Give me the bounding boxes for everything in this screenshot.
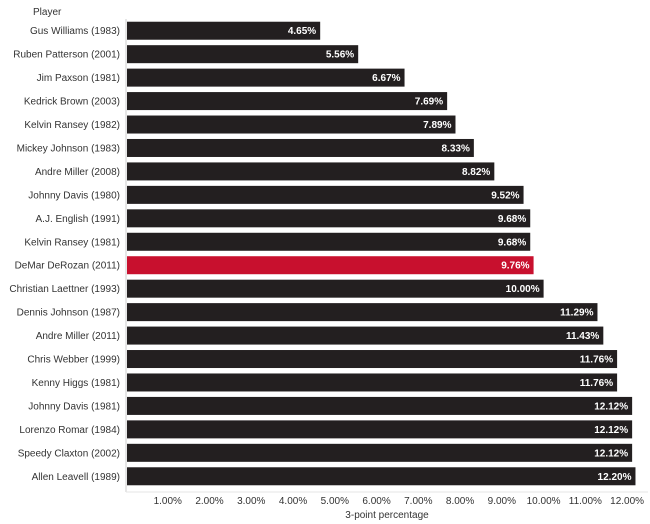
bar — [127, 326, 604, 345]
bar — [127, 209, 531, 228]
x-tick-labels: 1.00% 2.00% 3.00% 4.00% 5.00% 6.00% 7.00% 8.00%… — [154, 496, 645, 507]
x-tick-label: 1.00% — [154, 496, 182, 507]
bar — [127, 373, 618, 392]
data-label: 7.69% — [415, 97, 443, 108]
x-tick-label: 5.00% — [321, 496, 349, 507]
bar-row: Ruben Patterson (2001) 5.56% — [13, 45, 359, 64]
data-label: 5.56% — [326, 50, 354, 61]
data-label: 11.76% — [580, 355, 613, 366]
data-label: 9.68% — [498, 214, 526, 225]
bar — [127, 303, 598, 322]
bar-row: A.J. English (1991) 9.68% — [36, 209, 531, 228]
bar — [127, 396, 633, 415]
data-label: 11.43% — [566, 331, 599, 342]
data-label: 12.12% — [594, 425, 628, 436]
bar-row: Jim Paxson (1981) 6.67% — [37, 68, 405, 87]
category-label: Speedy Claxton (2002) — [18, 448, 120, 459]
data-label: 11.29% — [560, 308, 593, 319]
bar-row: Mickey Johnson (1983) 8.33% — [17, 138, 474, 157]
category-label: Jim Paxson (1981) — [37, 73, 120, 84]
category-label: Johnny Davis (1980) — [28, 190, 120, 201]
highlighted-bar — [127, 256, 534, 275]
x-tick-label: 10.00% — [527, 496, 561, 507]
bar — [127, 45, 359, 64]
category-label: Allen Leavell (1989) — [32, 472, 120, 483]
bar-row: Andre Miller (2011) 11.43% — [36, 326, 604, 345]
category-label: Andre Miller (2008) — [35, 167, 120, 178]
bar-row: Andre Miller (2008) 8.82% — [35, 162, 495, 181]
category-label: A.J. English (1991) — [36, 214, 121, 225]
data-label: 12.12% — [594, 401, 628, 412]
x-tick-label: 11.00% — [569, 496, 602, 507]
category-label: Kenny Higgs (1981) — [32, 378, 120, 389]
bar — [127, 92, 448, 111]
bar — [127, 21, 321, 40]
x-tick-label: 8.00% — [446, 496, 474, 507]
bar-row: Kenny Higgs (1981) 11.76% — [32, 373, 618, 392]
bar-row: Speedy Claxton (2002) 12.12% — [18, 443, 633, 462]
x-tick-label: 7.00% — [404, 496, 432, 507]
bar — [127, 115, 456, 134]
bar-row: Christian Laettner (1993) 10.00% — [9, 279, 544, 298]
category-label: Chris Webber (1999) — [27, 355, 120, 366]
category-label: Dennis Johnson (1987) — [17, 308, 120, 319]
bar — [127, 68, 405, 87]
bar — [127, 185, 524, 204]
bar-row: Johnny Davis (1980) 9.52% — [28, 185, 524, 204]
data-label: 10.00% — [506, 284, 540, 295]
x-tick-label: 9.00% — [488, 496, 516, 507]
bar — [127, 162, 495, 181]
category-label: Kedrick Brown (2003) — [24, 97, 120, 108]
row-header-label: Player — [33, 7, 62, 18]
bar-row: Gus Williams (1983) 4.65% — [30, 21, 321, 40]
category-label: Lorenzo Romar (1984) — [19, 425, 120, 436]
category-label: Mickey Johnson (1983) — [17, 143, 120, 154]
x-tick-label: 4.00% — [279, 496, 307, 507]
data-label: 11.76% — [580, 378, 613, 389]
bar — [127, 420, 633, 439]
bar-row: Johnny Davis (1981) 12.12% — [28, 396, 633, 415]
bar — [127, 232, 531, 251]
bar-rows: Gus Williams (1983) 4.65% Ruben Patterson … — [9, 21, 636, 486]
bar-row: Chris Webber (1999) 11.76% — [27, 350, 618, 369]
category-label: DeMar DeRozan (2011) — [15, 261, 120, 272]
bar — [127, 279, 544, 298]
data-label: 8.82% — [462, 167, 490, 178]
data-label: 7.89% — [423, 120, 451, 131]
bar — [127, 467, 636, 486]
x-axis-title: 3-point percentage — [345, 510, 429, 521]
category-label: Gus Williams (1983) — [30, 26, 120, 37]
data-label: 4.65% — [288, 26, 316, 37]
category-label: Kelvin Ransey (1981) — [24, 237, 120, 248]
category-label: Andre Miller (2011) — [36, 331, 120, 342]
bar-row: Kedrick Brown (2003) 7.69% — [24, 92, 448, 111]
x-tick-label: 6.00% — [362, 496, 390, 507]
category-label: Johnny Davis (1981) — [28, 401, 120, 412]
data-label: 9.76% — [501, 261, 529, 272]
x-tick-label: 12.00% — [610, 496, 644, 507]
bar-row: Kelvin Ransey (1982) 7.89% — [24, 115, 456, 134]
data-label: 12.20% — [598, 472, 632, 483]
bar-row: Kelvin Ransey (1981) 9.68% — [24, 232, 531, 251]
bar — [127, 350, 618, 369]
data-label: 6.67% — [372, 73, 400, 84]
bar — [127, 138, 474, 157]
category-label: Christian Laettner (1993) — [9, 284, 120, 295]
data-label: 8.33% — [442, 143, 470, 154]
data-label: 9.52% — [491, 190, 519, 201]
data-label: 12.12% — [594, 448, 628, 459]
bar-row: Lorenzo Romar (1984) 12.12% — [19, 420, 633, 439]
bar — [127, 443, 633, 462]
category-label: Ruben Patterson (2001) — [13, 50, 120, 61]
x-tick-label: 3.00% — [237, 496, 265, 507]
data-label: 9.68% — [498, 237, 526, 248]
category-label: Kelvin Ransey (1982) — [24, 120, 120, 131]
bar-row: DeMar DeRozan (2011) 9.76% — [15, 256, 534, 275]
bar-row: Dennis Johnson (1987) 11.29% — [17, 303, 598, 322]
x-tick-label: 2.00% — [195, 496, 223, 507]
bar-row: Allen Leavell (1989) 12.20% — [32, 467, 636, 486]
